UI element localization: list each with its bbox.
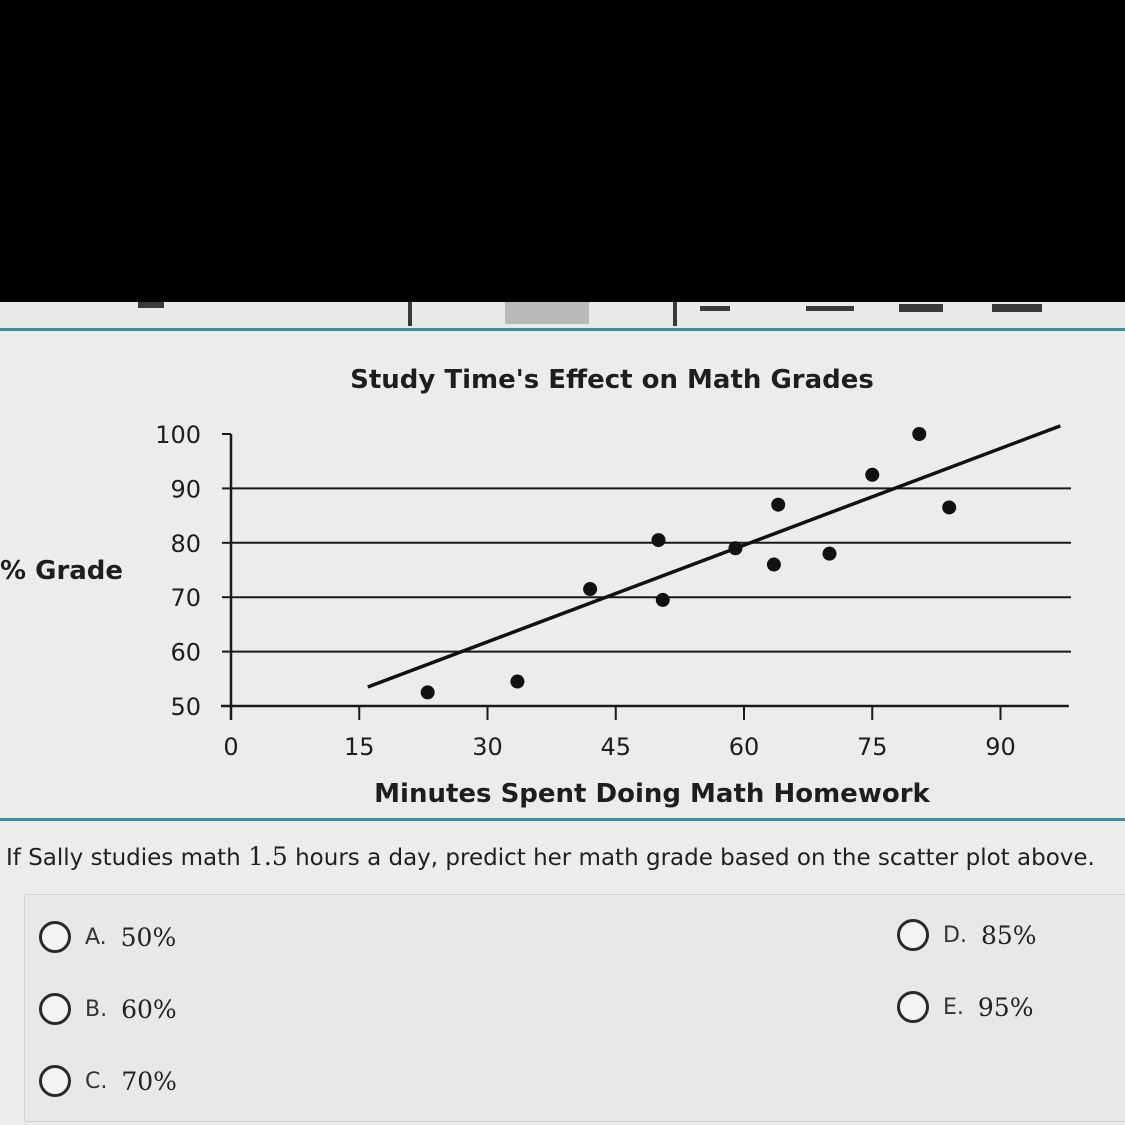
y-tick-label: 100 <box>155 421 201 449</box>
x-tick-label: 0 <box>223 733 238 761</box>
y-tick-label: 60 <box>170 639 201 667</box>
x-tick-label: 75 <box>857 733 888 761</box>
question-number: 1.5 <box>248 842 288 871</box>
chart-area: Study Time's Effect on Math Grades 100 90 8… <box>0 302 1125 822</box>
choice-letter: E. <box>943 994 964 1020</box>
choice-value: 85% <box>980 920 1037 950</box>
choice-b[interactable]: B. 60% <box>39 987 177 1031</box>
data-point <box>822 546 837 561</box>
choice-d[interactable]: D. 85% <box>897 913 1037 957</box>
x-tick-label: 60 <box>729 733 760 761</box>
data-point <box>942 500 957 515</box>
data-point <box>728 541 743 556</box>
y-tick-label: 80 <box>170 530 201 558</box>
toolbar-divider <box>673 302 677 326</box>
choice-value: 70% <box>121 1066 177 1096</box>
y-tick-label: 90 <box>170 475 201 503</box>
data-point <box>766 557 781 572</box>
x-tick-label: 15 <box>344 733 375 761</box>
toolbar-divider <box>408 302 412 326</box>
question-text: If Sally studies math 1.5 hours a day, p… <box>6 842 1125 871</box>
radio-icon[interactable] <box>39 993 71 1025</box>
toolbar-tool-6[interactable] <box>992 304 1042 312</box>
scatter-chart: Study Time's Effect on Math Grades 100 90 8… <box>0 365 1071 809</box>
question-before: If Sally studies math <box>6 845 249 871</box>
data-point <box>651 533 666 548</box>
x-tick-label: 45 <box>600 733 631 761</box>
section-rule <box>0 818 1125 821</box>
choice-letter: C. <box>85 1068 108 1094</box>
choice-letter: D. <box>943 922 967 948</box>
choice-letter: B. <box>85 996 108 1022</box>
data-point <box>771 497 786 512</box>
choice-value: 95% <box>977 992 1034 1022</box>
data-point <box>420 685 435 700</box>
data-point <box>583 582 598 597</box>
choice-value: 50% <box>120 922 177 952</box>
y-tick-label: 50 <box>170 693 201 721</box>
answer-choices: A. 50% B. 60% C. 70% D. 85% E. 95% <box>24 894 1125 1122</box>
radio-icon[interactable] <box>39 921 71 953</box>
toolbar-rule <box>0 328 1125 331</box>
toolbar-tool-5[interactable] <box>899 304 943 312</box>
choice-c[interactable]: C. 70% <box>39 1059 177 1103</box>
choice-letter: A. <box>85 924 107 950</box>
radio-icon[interactable] <box>897 991 929 1023</box>
toolbar-tool-2[interactable] <box>505 302 589 324</box>
x-tick-label: 30 <box>472 733 503 761</box>
data-point <box>912 427 927 441</box>
y-axis-label: % Grade <box>0 556 123 586</box>
x-axis-label: Minutes Spent Doing Math Homework <box>374 779 930 809</box>
screen: Study Time's Effect on Math Grades 100 90 8… <box>0 302 1125 1125</box>
toolbar-tool-3[interactable] <box>700 306 730 311</box>
question-after: hours a day, predict her math grade base… <box>287 845 1095 871</box>
y-tick-label: 70 <box>170 584 201 612</box>
x-tick-label: 90 <box>985 733 1016 761</box>
choice-e[interactable]: E. 95% <box>897 985 1033 1029</box>
choice-value: 60% <box>121 994 177 1024</box>
data-point <box>510 674 525 689</box>
toolbar-tool-1[interactable] <box>138 302 164 308</box>
radio-icon[interactable] <box>897 919 929 951</box>
toolbar <box>0 302 1125 328</box>
choice-a[interactable]: A. 50% <box>39 915 176 959</box>
toolbar-tool-4[interactable] <box>806 306 854 311</box>
data-point <box>655 592 670 607</box>
chart-title: Study Time's Effect on Math Grades <box>350 365 874 395</box>
trend-line <box>367 424 1061 689</box>
data-point <box>865 467 880 482</box>
radio-icon[interactable] <box>39 1065 71 1097</box>
